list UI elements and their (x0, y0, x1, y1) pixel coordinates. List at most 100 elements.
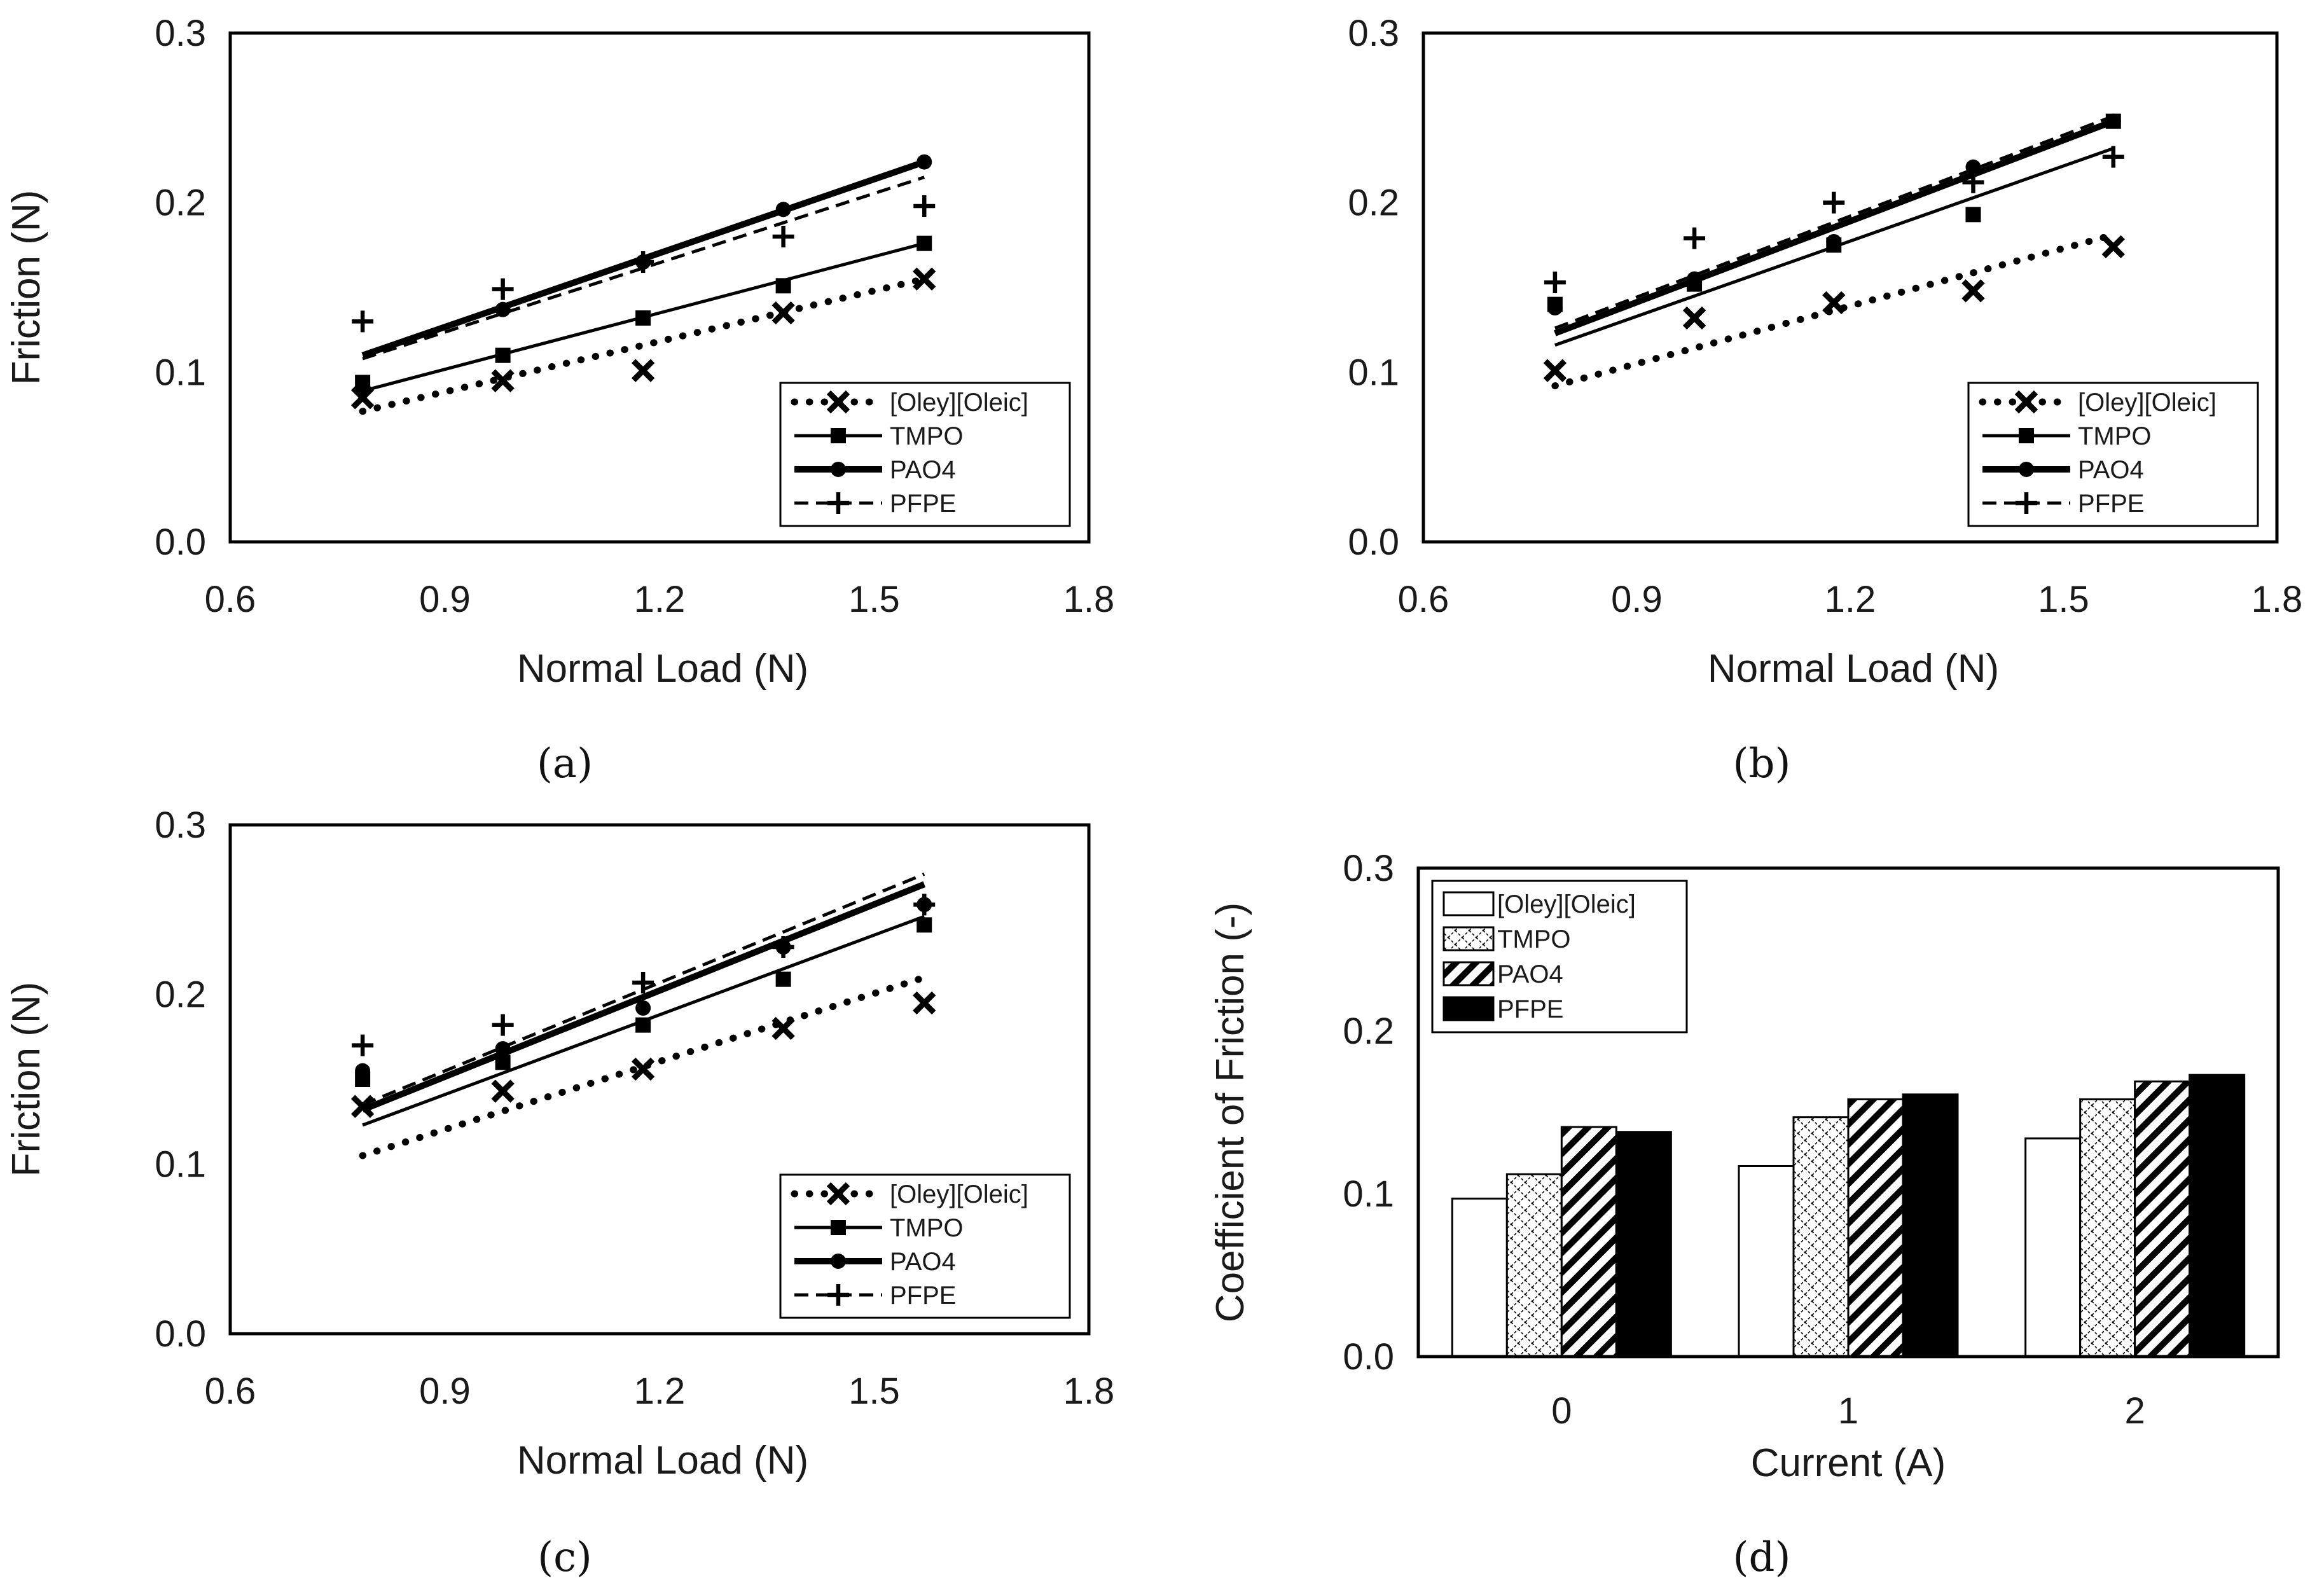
data-point (913, 991, 936, 1015)
chart-panel-b: 0.0 0.1 0.2 0.3 Friction (N) (b) 0.6 0.9 1.2 1.5 1… (4, 13, 2302, 787)
trend-line (362, 176, 925, 361)
legend-entry: [Oley][Oleic] (791, 389, 1028, 417)
legend-marker (831, 1254, 846, 1269)
data-point (913, 894, 936, 916)
legend-label: PFPE (890, 490, 956, 518)
legend-swatch (1442, 891, 1495, 916)
x-tick-label: 1.5 (2038, 579, 2089, 620)
x-axis-title: Normal Load (N) (517, 1439, 808, 1483)
bar (1560, 1126, 1617, 1358)
legend-entry: PAO4 (794, 1248, 956, 1276)
data-point (2102, 146, 2124, 168)
x-tick-label: 1.2 (634, 1371, 686, 1412)
legend-entry: [Oley][Oleic] (791, 1180, 1028, 1208)
panel-label: (d) (1733, 1534, 1791, 1581)
series--oley-oleic- (1543, 231, 2125, 390)
y-tick-label: 0.2 (1348, 183, 1399, 224)
bar (2189, 1074, 2246, 1358)
legend-label: PFPE (1497, 995, 1563, 1023)
legend-label: PFPE (890, 1282, 956, 1310)
bar (1615, 1131, 1672, 1358)
bar (2024, 1137, 2082, 1358)
legend-entry: PAO4 (1442, 960, 1563, 988)
x-axis-title: Normal Load (N) (517, 647, 808, 691)
data-point (1823, 191, 1845, 214)
y-tick-label: 0.2 (1343, 1011, 1394, 1052)
data-point (495, 301, 511, 317)
legend-entry: PFPE (1982, 490, 2144, 518)
x-tick-label: 0 (1551, 1390, 1572, 1432)
panel-label: (a) (537, 740, 593, 787)
legend-swatch (1442, 926, 1495, 951)
x-axis-title: Normal Load (N) (1708, 647, 1999, 691)
y-tick-label: 0.2 (155, 183, 206, 224)
data-point (1544, 272, 1566, 293)
legend-label: PAO4 (2078, 456, 2144, 484)
data-point (635, 310, 651, 326)
data-point (352, 310, 374, 333)
data-point (1682, 306, 1706, 330)
legend-label: [Oley][Oleic] (890, 1180, 1028, 1208)
legend-marker (2016, 492, 2037, 514)
chart-panel-d: 0.0 0.1 0.2 0.3 Coefficient of Friction (-) (… (1208, 848, 2280, 1581)
bar (1847, 1098, 1904, 1358)
data-point (1965, 207, 1981, 223)
series-pfpe (1544, 114, 2124, 330)
legend-marker (831, 428, 846, 443)
legend-entry: PFPE (794, 490, 956, 518)
y-axis-title: Friction (N) (4, 982, 48, 1177)
bar (1902, 1093, 1959, 1358)
x-tick-label: 1.2 (634, 579, 686, 620)
y-axis-title: Friction (N) (4, 190, 48, 385)
legend: [Oley][Oleic] TMPO PAO4 PFPE (1967, 382, 2259, 527)
data-point (631, 359, 655, 382)
plot-frame (228, 31, 1091, 544)
legend: [Oley][Oleic] TMPO PAO4 PFPE (1431, 880, 1688, 1034)
legend-label: TMPO (2078, 422, 2152, 450)
x-tick-label: 1.8 (1063, 1371, 1115, 1412)
bar (1505, 1173, 1563, 1358)
y-tick-label: 0.1 (1343, 1173, 1394, 1215)
y-tick-label: 0.0 (155, 522, 206, 563)
x-tick-label: 0.6 (205, 1371, 256, 1412)
data-point (913, 195, 936, 217)
data-point (491, 1079, 515, 1103)
x-tick-label: 1 (1838, 1390, 1858, 1432)
legend-marker (826, 1182, 850, 1206)
legend-entry: PAO4 (1982, 456, 2144, 484)
trend-line (359, 974, 928, 1159)
x-tick-label: 1.5 (848, 1371, 900, 1412)
data-point (352, 1034, 374, 1056)
trend-line (361, 881, 926, 1113)
data-point (1547, 300, 1563, 315)
legend-marker (831, 462, 846, 477)
data-point (632, 972, 654, 993)
series-pao4 (355, 881, 932, 1113)
legend-marker (831, 1220, 846, 1235)
x-tick-label: 2 (2125, 1390, 2145, 1432)
data-point (772, 226, 794, 247)
data-point (355, 1063, 371, 1079)
data-point (355, 382, 371, 397)
legend-label: PAO4 (890, 456, 956, 484)
legend-marker (827, 1284, 849, 1306)
x-tick-label: 1.8 (2251, 579, 2303, 620)
y-tick-label: 0.2 (155, 974, 206, 1016)
y-tick-label: 0.0 (1343, 1336, 1394, 1378)
trend-line (1554, 118, 2115, 336)
legend-label: TMPO (890, 1214, 964, 1242)
legend-entry: TMPO (794, 422, 964, 450)
trend-line (1554, 114, 2114, 330)
legend-marker (2019, 428, 2034, 443)
legend-entry: [Oley][Oleic] (1979, 389, 2217, 417)
data-point (916, 235, 932, 251)
y-axis-title: Friction (N) (4, 190, 48, 385)
y-tick-label: 0.0 (155, 1313, 206, 1355)
data-point (1826, 234, 1842, 249)
y-tick-label: 0.3 (1343, 848, 1394, 889)
y-tick-label: 0.1 (1348, 352, 1399, 393)
data-point (771, 1016, 795, 1040)
legend-marker (826, 390, 850, 414)
series-tmpo (355, 915, 932, 1127)
data-point (631, 1057, 655, 1081)
